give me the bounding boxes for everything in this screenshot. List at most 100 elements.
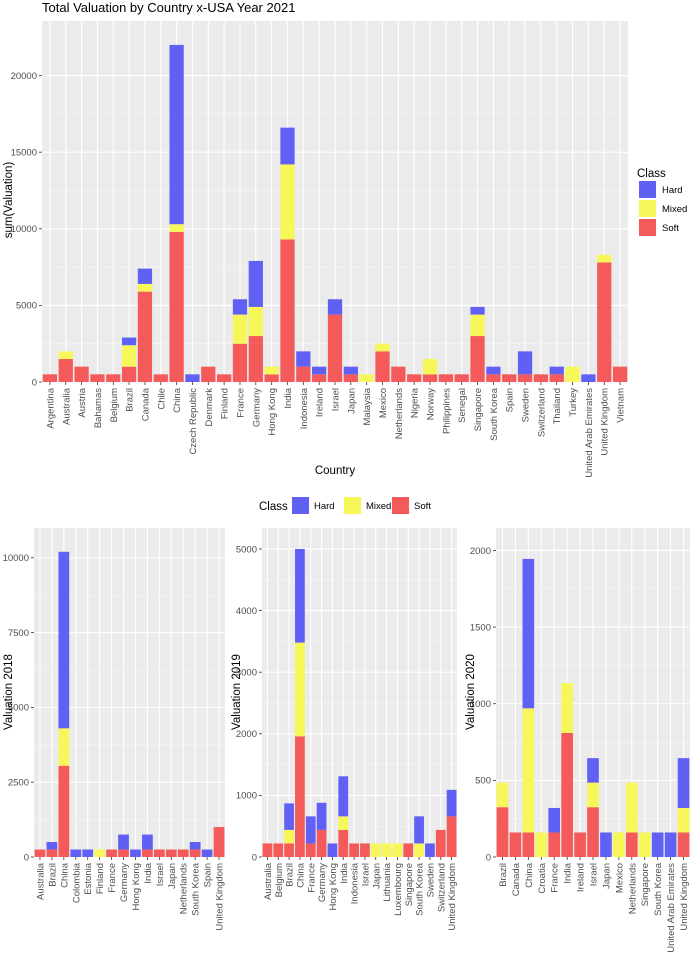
bar-soft-netherlands	[391, 366, 406, 382]
bar-soft-singapore	[470, 336, 485, 382]
bar-soft-china	[295, 736, 305, 857]
y-axis-label: sum(Valuation)	[3, 162, 15, 239]
x-tick-label: Japan	[601, 863, 612, 889]
bar-soft-sweden	[517, 374, 533, 382]
bar-hard-united-arab-emirates	[581, 374, 596, 382]
bar-hard-hong-kong	[130, 849, 141, 857]
bar-soft-brazil	[496, 807, 509, 857]
bar-soft-norway	[422, 374, 438, 382]
x-tick-label: Norway	[426, 388, 437, 420]
x-tick-label: Brazil	[47, 863, 58, 887]
x-axis-label: Country	[315, 465, 356, 477]
y-axis-label: Valuation 2019	[231, 654, 243, 730]
bar-hard-israel	[587, 758, 599, 783]
bar-hard-brazil	[121, 337, 137, 346]
bar-mixed-india	[561, 683, 573, 733]
x-tick-label: Israel	[589, 863, 600, 886]
x-tick-label: Hong Kong	[267, 388, 278, 436]
legend-label-mixed: Mixed	[662, 204, 687, 215]
bar-mixed-luxembourg	[392, 843, 403, 857]
bar-hard-south-korea	[651, 832, 664, 857]
chart-3	[259, 528, 457, 860]
x-tick-label: Singapore	[640, 863, 651, 906]
x-tick-label: France	[107, 863, 118, 893]
x-tick-label: Netherlands	[179, 863, 190, 914]
bar-soft-ireland	[574, 832, 586, 857]
x-tick-label: Spain	[505, 388, 516, 412]
bar-mixed-india	[338, 816, 349, 830]
y-tick-label: 10000	[11, 224, 37, 235]
bar-mixed-australia	[58, 351, 73, 360]
bar-mixed-france	[232, 314, 248, 344]
bar-mixed-united-kingdom	[677, 807, 690, 833]
bar-soft-france	[232, 343, 248, 382]
bar-soft-japan	[343, 374, 358, 382]
bar-soft-united-kingdom	[677, 832, 690, 857]
x-tick-label: India	[563, 862, 574, 883]
x-tick-label: India	[283, 387, 294, 408]
bar-hard-brazil	[46, 842, 58, 850]
y-tick-label: 20000	[11, 71, 37, 82]
legend-label-bottom-mixed: Mixed	[366, 501, 391, 512]
y-tick-label: 1000	[236, 791, 257, 802]
y-axis-label: Valuation 2018	[3, 654, 15, 730]
bar-mixed-china	[295, 642, 305, 737]
bar-hard-estonia	[82, 849, 94, 857]
x-tick-label: United Kingdom	[679, 863, 690, 931]
x-tick-label: Indonesia	[299, 387, 310, 429]
x-tick-label: Canada	[511, 862, 522, 896]
bar-mixed-finland	[94, 849, 106, 857]
bar-soft-australia	[58, 359, 73, 382]
x-tick-label: Mexico	[614, 863, 625, 893]
bar-mixed-brazil	[121, 345, 137, 367]
bar-mixed-brazil	[496, 782, 509, 808]
x-tick-label: Austria	[77, 387, 88, 417]
bar-soft-india	[142, 849, 153, 857]
x-tick-label: Colombia	[71, 862, 82, 903]
y-tick-label: 0	[252, 852, 257, 863]
bar-hard-sweden	[425, 843, 435, 857]
bar-soft-spain	[502, 374, 517, 382]
bar-mixed-india	[280, 164, 295, 240]
x-tick-label: South Korea	[415, 862, 426, 916]
bar-hard-india	[142, 834, 153, 850]
bar-soft-mexico	[375, 351, 390, 382]
bar-soft-brazil	[121, 366, 137, 382]
bar-soft-indonesia	[349, 843, 359, 857]
y-tick-label: 5000	[8, 703, 29, 714]
x-tick-label: Mexico	[378, 388, 389, 418]
bar-hard-united-kingdom	[446, 789, 457, 817]
x-tick-label: Netherlands	[627, 863, 638, 914]
legend-swatch-bottom-hard	[292, 497, 309, 514]
x-tick-label: Canada	[140, 387, 151, 421]
bar-soft-australia	[34, 849, 46, 857]
bar-hard-india	[280, 127, 295, 165]
x-tick-label: South Korea	[489, 387, 500, 441]
bar-hard-indonesia	[296, 351, 311, 367]
y-tick-label: 0	[24, 852, 29, 863]
x-tick-label: Switzerland	[436, 863, 447, 912]
x-tick-label: China	[59, 862, 70, 888]
y-tick-label: 3000	[236, 667, 257, 678]
legend-swatch-bottom-soft	[392, 497, 409, 514]
x-tick-label: Israel	[360, 863, 371, 886]
x-tick-label: Ireland	[315, 388, 326, 417]
legend-label-bottom-hard: Hard	[314, 501, 335, 512]
x-tick-label: France	[550, 863, 561, 893]
bar-hard-spain	[201, 849, 213, 857]
bar-hard-brazil	[284, 803, 294, 830]
bar-hard-china	[295, 548, 305, 643]
bar-soft-vietnam	[612, 366, 628, 382]
x-tick-label: India	[143, 862, 154, 883]
x-tick-label: Israel	[155, 863, 166, 886]
bar-mixed-hong-kong	[264, 366, 279, 375]
legend-swatch-hard	[639, 181, 656, 198]
x-tick-label: China	[172, 387, 183, 413]
x-tick-label: Ireland	[576, 863, 587, 892]
bar-mixed-china	[522, 708, 535, 833]
x-tick-label: Belgium	[109, 388, 120, 422]
legend-title-bottom: Class	[259, 501, 288, 513]
bar-soft-india	[280, 239, 295, 382]
bar-mixed-south-korea	[414, 843, 424, 857]
